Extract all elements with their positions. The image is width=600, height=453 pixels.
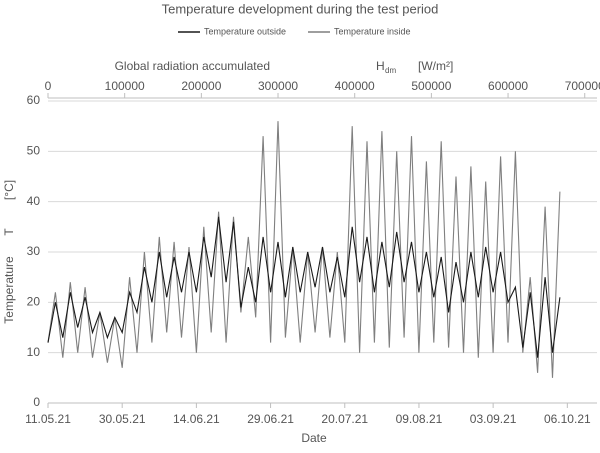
y-tick-label: 30 [27, 244, 41, 258]
x2-tick-label: 300000 [258, 79, 298, 93]
y-axis-symbol: T [2, 228, 16, 236]
x-tick-label: 20.07.21 [321, 412, 368, 426]
x-axis-label: Date [301, 431, 327, 445]
legend-label: Temperature inside [334, 26, 411, 36]
x-tick-label: 11.05.21 [25, 412, 71, 426]
y-axis-label: Temperature [2, 256, 16, 324]
y-tick-label: 0 [33, 395, 40, 409]
x-tick-label: 03.09.21 [470, 412, 517, 426]
x-tick-label: 09.08.21 [396, 412, 443, 426]
legend: Temperature outside Temperature inside [178, 26, 411, 36]
y-tick-label: 40 [27, 194, 41, 208]
y-tick-label: 50 [27, 144, 41, 158]
x2-tick-label: 0 [45, 79, 52, 93]
x-tick-label: 06.10.21 [544, 412, 591, 426]
x2-axis-unit: [W/m²] [418, 59, 453, 73]
x2-axis-symbol: H [376, 59, 385, 73]
chart-title: Temperature development during the test … [162, 1, 439, 16]
x2-tick-label: 700000 [565, 79, 600, 93]
x-tick-label: 14.06.21 [173, 412, 220, 426]
y-tick-label: 20 [27, 295, 41, 309]
x-tick-label: 29.06.21 [247, 412, 294, 426]
x2-tick-label: 600000 [488, 79, 528, 93]
x2-tick-label: 500000 [411, 79, 451, 93]
x2-axis-label: Global radiation accumulated [115, 59, 270, 73]
y-tick-label: 10 [27, 345, 41, 359]
x2-tick-label: 200000 [181, 79, 221, 93]
y-axis-unit: [°C] [2, 180, 16, 200]
y-tick-label: 60 [27, 93, 41, 107]
x2-tick-label: 400000 [335, 79, 375, 93]
series-line [47, 216, 561, 358]
series-line [47, 121, 561, 378]
x2-axis-symbol-sub: dm [385, 66, 396, 75]
legend-label: Temperature outside [204, 26, 286, 36]
x2-tick-label: 100000 [105, 79, 145, 93]
x-tick-label: 30.05.21 [99, 412, 146, 426]
